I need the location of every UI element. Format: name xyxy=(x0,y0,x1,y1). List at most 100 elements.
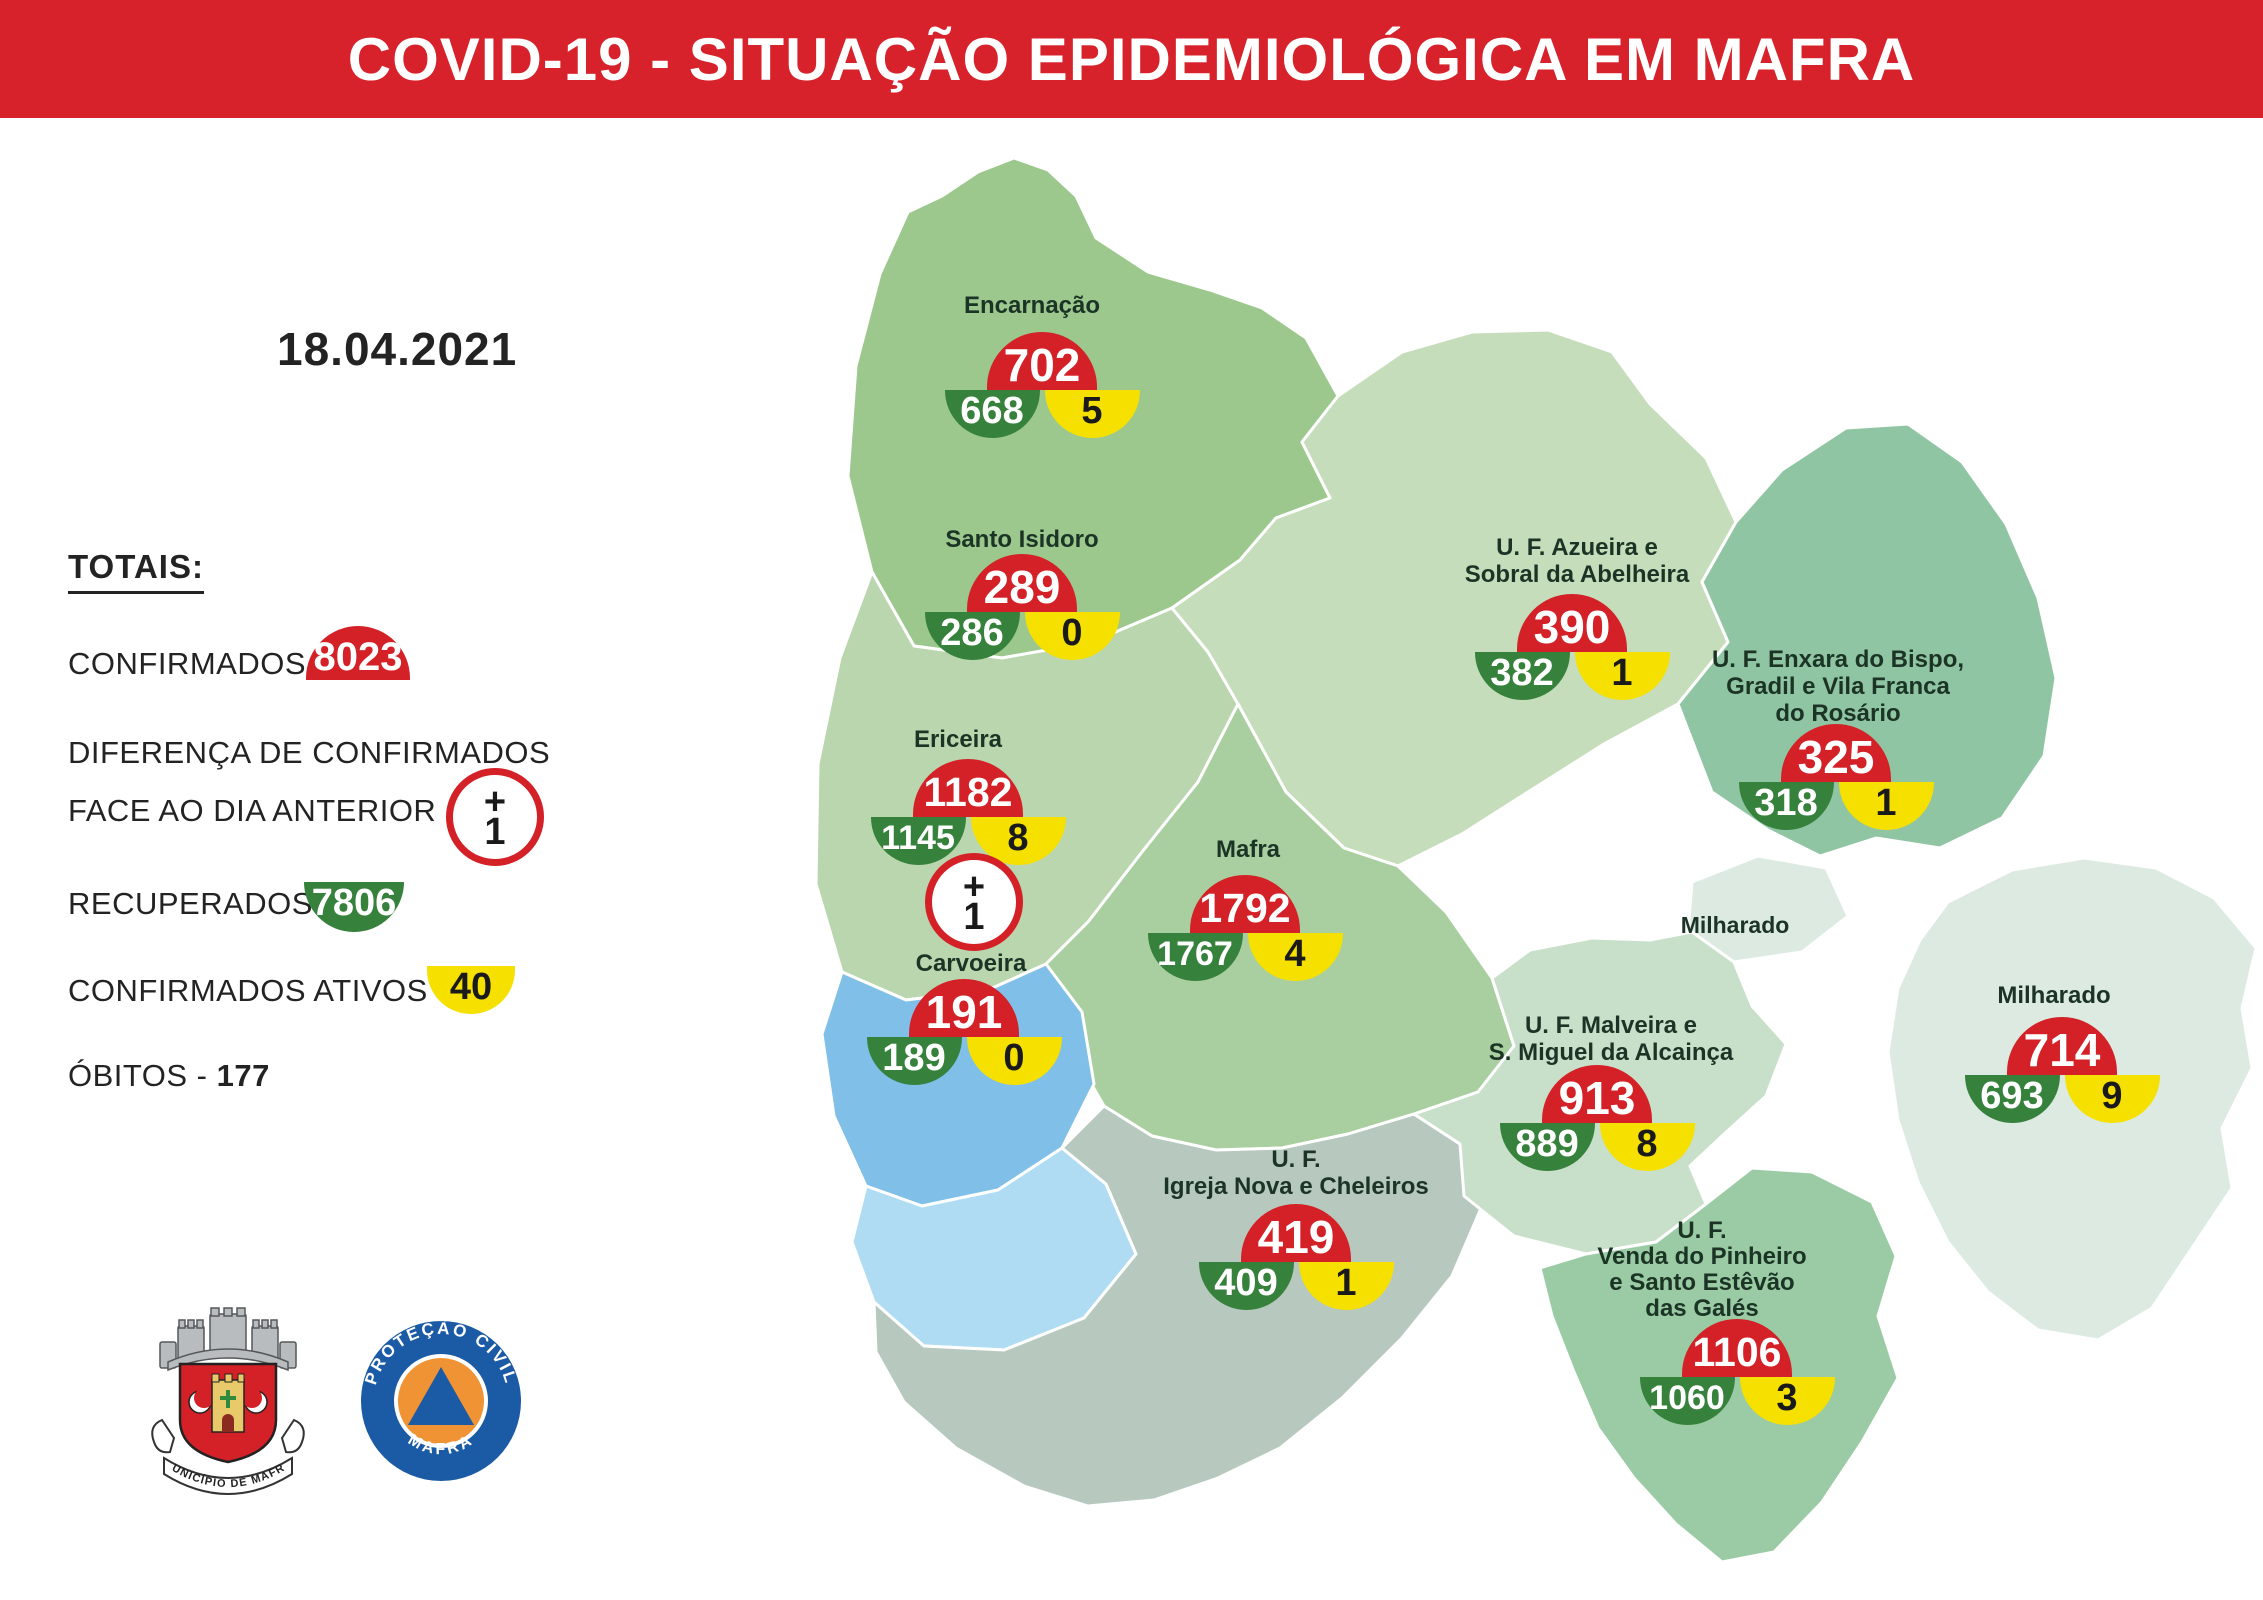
confirmados-badge: 8023 xyxy=(306,626,410,680)
region-label-venda-pinheiro: U. F. Venda do Pinheiro e Santo Estêvão … xyxy=(1597,1217,1807,1322)
active-value: 1 xyxy=(1611,652,1633,694)
obitos-row: ÓBITOS - 177 xyxy=(68,1058,270,1094)
region-badge-milharado: 714 693 9 xyxy=(1964,1017,2160,1123)
recovered-value: 693 xyxy=(1980,1075,2044,1117)
recovered-value: 382 xyxy=(1490,652,1554,694)
recovered-value: 286 xyxy=(940,612,1004,654)
region-badge-mafra: 1792 1767 4 xyxy=(1147,875,1343,981)
active-value: 1 xyxy=(1875,782,1897,824)
confirmed-dome: 913 xyxy=(1542,1065,1652,1123)
active-bowl: 0 xyxy=(966,1037,1062,1085)
active-bowl: 1 xyxy=(1298,1262,1394,1310)
active-value: 0 xyxy=(1061,612,1083,654)
tower-icon xyxy=(211,1373,245,1433)
recovered-bowl: 382 xyxy=(1474,652,1570,700)
diferenca-badge: + 1 xyxy=(446,768,544,866)
active-bowl: 3 xyxy=(1739,1377,1835,1425)
active-value: 5 xyxy=(1081,390,1103,432)
confirmed-value: 325 xyxy=(1797,731,1875,783)
banner-ribbon xyxy=(163,1456,293,1495)
recovered-value: 889 xyxy=(1515,1123,1579,1165)
recovered-bowl: 286 xyxy=(924,612,1020,660)
mural-crown-icon xyxy=(159,1307,297,1372)
ericeira-delta-badge: + 1 xyxy=(925,853,1023,951)
region-label-igreja-nova: U. F. Igreja Nova e Cheleiros xyxy=(1163,1146,1429,1200)
recovered-value: 1145 xyxy=(881,819,955,857)
confirmed-value: 913 xyxy=(1558,1072,1636,1124)
protecao-civil-mafra-logo: PROTEÇÃO CIVIL MAFRA xyxy=(357,1317,525,1485)
delta-plus-sign: + xyxy=(962,866,986,908)
recovered-bowl: 668 xyxy=(944,390,1040,438)
active-value: 4 xyxy=(1284,933,1306,975)
recovered-value: 1060 xyxy=(1649,1379,1725,1417)
ativos-label: CONFIRMADOS ATIVOS xyxy=(68,973,428,1008)
active-value: 1 xyxy=(1335,1262,1357,1304)
region-badge-carvoeira: 191 189 0 xyxy=(866,979,1062,1085)
active-value: 3 xyxy=(1776,1377,1798,1419)
region-igreja-nova-shape xyxy=(872,1104,1484,1508)
recovered-bowl: 693 xyxy=(1964,1075,2060,1123)
recovered-bowl: 1767 xyxy=(1147,933,1243,981)
header-banner: COVID-19 - SITUAÇÃO EPIDEMIOLÓGICA EM MA… xyxy=(0,0,2263,118)
confirmed-dome: 714 xyxy=(2007,1017,2117,1075)
confirmed-dome: 1792 xyxy=(1190,875,1300,933)
active-value: 8 xyxy=(1007,817,1029,859)
confirmed-dome: 419 xyxy=(1241,1204,1351,1262)
confirmed-dome: 325 xyxy=(1781,724,1891,782)
confirmed-value: 289 xyxy=(983,561,1061,613)
confirmed-value: 419 xyxy=(1257,1211,1335,1263)
crescent-right-icon xyxy=(242,1388,268,1414)
recovered-bowl: 1145 xyxy=(870,817,966,865)
recovered-value: 668 xyxy=(960,390,1024,432)
recovered-bowl: 189 xyxy=(866,1037,962,1085)
confirmed-dome: 390 xyxy=(1517,594,1627,652)
confirmados-value: 8023 xyxy=(313,635,403,679)
delta-value: 1 xyxy=(963,896,985,938)
confirmed-value: 191 xyxy=(925,986,1003,1038)
confirmed-value: 390 xyxy=(1533,601,1611,653)
region-label-encarnacao: Encarnação xyxy=(963,292,1101,319)
active-bowl: 1 xyxy=(1574,652,1670,700)
confirmed-value: 702 xyxy=(1003,339,1081,391)
active-bowl: 1 xyxy=(1838,782,1934,830)
region-label-mafra: Mafra xyxy=(1215,836,1281,863)
confirmed-value: 1792 xyxy=(1199,885,1291,931)
diferenca-label-line1: DIFERENÇA DE CONFIRMADOS xyxy=(68,735,551,770)
recuperados-badge: 7806 xyxy=(304,882,404,932)
confirmed-value: 1106 xyxy=(1692,1329,1782,1375)
region-badge-azueira: 390 382 1 xyxy=(1474,594,1670,700)
confirmados-label: CONFIRMADOS xyxy=(68,646,306,681)
active-bowl: 9 xyxy=(2064,1075,2160,1123)
active-value: 8 xyxy=(1636,1123,1658,1165)
region-label-ericeira: Ericeira xyxy=(913,726,1003,753)
confirmed-dome: 1182 xyxy=(913,759,1023,817)
ribbon-right xyxy=(280,1418,305,1454)
region-label-carvoeira: Carvoeira xyxy=(915,950,1027,977)
region-badge-enxara: 325 318 1 xyxy=(1738,724,1934,830)
region-badge-santo-isidoro: 289 286 0 xyxy=(924,554,1120,660)
region-badge-igreja-nova: 419 409 1 xyxy=(1198,1204,1394,1310)
civil-defence-triangle-icon xyxy=(408,1367,474,1425)
confirmed-value: 1182 xyxy=(923,769,1013,815)
region-badge-ericeira: 1182 1145 8 xyxy=(870,759,1066,865)
obitos-label: ÓBITOS - xyxy=(68,1058,208,1093)
region-enxara-shape xyxy=(1676,422,2058,858)
confirmed-dome: 1106 xyxy=(1682,1319,1792,1377)
region-azueira-shape xyxy=(1170,328,1738,868)
obitos-value: 177 xyxy=(216,1058,270,1093)
recovered-value: 318 xyxy=(1754,782,1818,824)
recovered-value: 1767 xyxy=(1157,935,1233,973)
active-value: 9 xyxy=(2101,1075,2123,1117)
page-title: COVID-19 - SITUAÇÃO EPIDEMIOLÓGICA EM MA… xyxy=(347,25,1916,93)
active-bowl: 8 xyxy=(1599,1123,1695,1171)
diferenca-value: 1 xyxy=(484,811,506,853)
recovered-bowl: 1060 xyxy=(1639,1377,1735,1425)
ativos-value: 40 xyxy=(449,966,493,1008)
confirmed-dome: 702 xyxy=(987,332,1097,390)
diferenca-label-line2: FACE AO DIA ANTERIOR xyxy=(68,793,437,828)
crescent-left-icon xyxy=(188,1388,214,1414)
region-label-santo-isidoro: Santo Isidoro xyxy=(945,526,1099,553)
recovered-bowl: 409 xyxy=(1198,1262,1294,1310)
region-label-milharado-enclave: Milharado xyxy=(1680,912,1790,938)
